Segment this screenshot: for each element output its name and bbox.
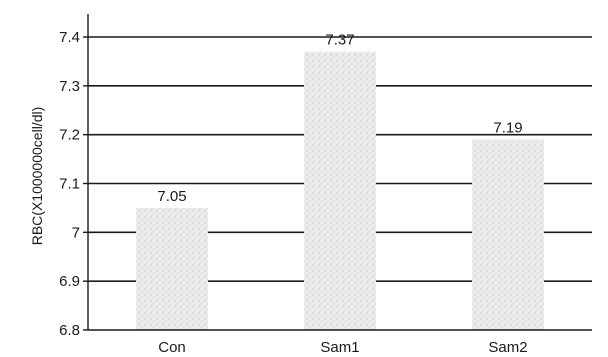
x-tick-label: Sam1 [320,339,359,356]
data-label: 7.19 [493,120,522,137]
y-tick-label: 6.8 [59,322,80,339]
bar-sam1 [304,51,376,331]
y-axis-title: RBC(X1000000cell/dl) [29,107,45,246]
y-tick-label: 6.9 [59,273,80,290]
bar-con [136,207,208,330]
bars [136,51,544,331]
y-tick-label: 7.1 [59,176,80,193]
y-tick-label: 7.2 [59,127,80,144]
labels: 6.8 6.9 7 7.1 7.2 7.3 7.4 7.05 Con 7.37 Sam1 7.19 Sa… [59,29,527,356]
x-tick-label: Sam2 [488,339,527,356]
bar-sam2 [472,139,544,330]
data-label: 7.37 [325,32,354,49]
data-label: 7.05 [157,188,186,205]
y-tick-label: 7.4 [59,29,80,46]
axes [83,14,592,331]
y-tick-label: 7 [72,224,80,241]
y-tick-label: 7.3 [59,78,80,95]
x-tick-label: Con [158,339,186,356]
